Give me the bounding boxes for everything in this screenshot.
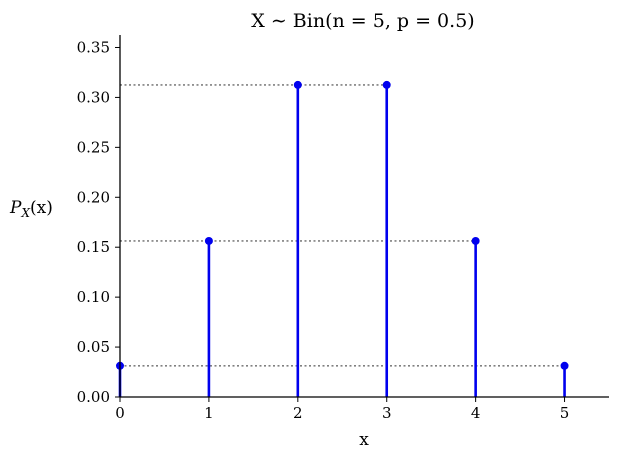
x-tick-label-2: 2	[293, 404, 303, 422]
y-axis-label-main: P	[9, 198, 22, 218]
y-tick-label-2: 0.10	[77, 288, 110, 306]
y-axis-label: PX(x)	[9, 198, 53, 220]
y-tick-label-4: 0.20	[77, 188, 110, 206]
stem-marker-4	[471, 236, 480, 245]
guide-lines	[120, 84, 565, 367]
y-tick-label-6: 0.30	[77, 88, 110, 106]
axes	[119, 35, 609, 398]
y-axis-label-arg: (x)	[30, 198, 53, 218]
y-tick-label-0: 0.00	[77, 388, 110, 406]
y-tick-label-5: 0.25	[77, 138, 110, 156]
chart-title: X ∼ Bin(n = 5, p = 0.5)	[251, 10, 474, 32]
y-tick-label-7: 0.35	[77, 38, 110, 56]
stem-marker-5	[560, 361, 569, 370]
x-axis-label: x	[359, 430, 369, 450]
x-tick-label-0: 0	[115, 404, 125, 422]
y-ticks: 0.00 0.05 0.10 0.15 0.20 0.25 0.30 0.35	[77, 38, 120, 406]
x-ticks: 0 1 2 3 4 5	[115, 397, 569, 422]
y-tick-label-3: 0.15	[77, 238, 110, 256]
x-tick-label-4: 4	[471, 404, 481, 422]
stem-marker-1	[204, 236, 213, 245]
stem-marker-3	[382, 80, 391, 89]
stems	[116, 80, 569, 397]
x-tick-label-3: 3	[382, 404, 392, 422]
y-tick-label-1: 0.05	[77, 338, 110, 356]
x-tick-label-1: 1	[204, 404, 214, 422]
stem-marker-2	[293, 80, 302, 89]
y-axis-label-sub: X	[20, 206, 30, 220]
x-tick-label-5: 5	[560, 404, 570, 422]
